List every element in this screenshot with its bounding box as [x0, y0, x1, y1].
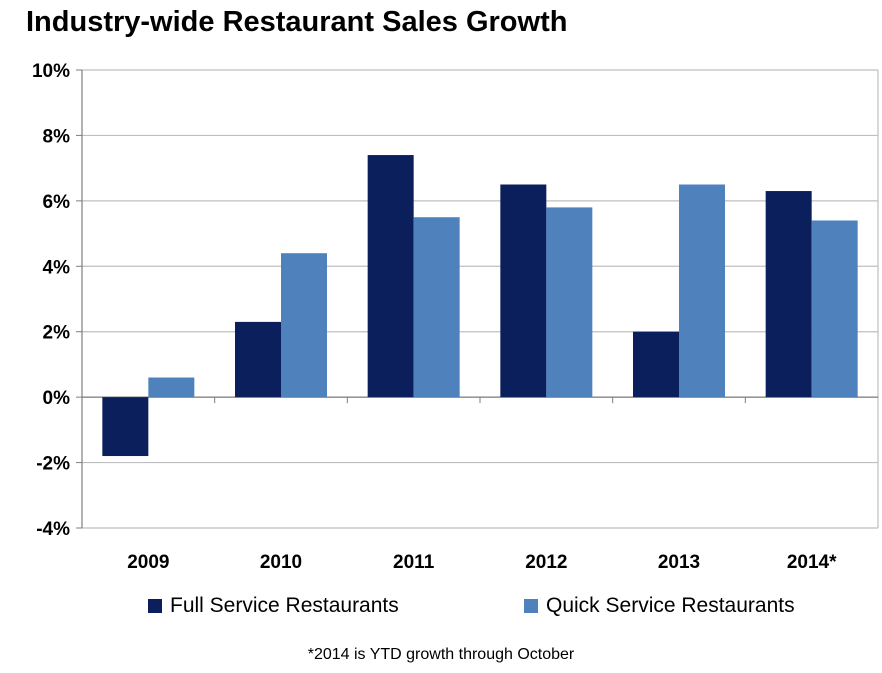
y-tick-label: 10% — [32, 61, 70, 82]
y-tick-label: -4% — [36, 519, 70, 540]
bar-full-service-2010 — [235, 321, 281, 398]
chart-title: Industry-wide Restaurant Sales Growth — [26, 6, 568, 38]
y-axis-ticks: 10% 8% 6% 4% 2% 0% -2% -4% — [32, 61, 82, 540]
bar-quick-service-2012 — [546, 207, 593, 398]
legend-swatch-full-service — [148, 599, 162, 613]
x-tick-label: 2009 — [127, 552, 169, 573]
legend-item-full-service: Full Service Restaurants — [148, 594, 399, 618]
bar-full-service-2011 — [367, 155, 414, 398]
x-tick-label: 2014* — [787, 552, 837, 573]
bar-full-service-2013 — [633, 331, 679, 398]
bar-quick-service-2011 — [413, 217, 460, 398]
bar-quick-service-2014 — [811, 220, 858, 398]
bar-quick-service-2009 — [148, 377, 195, 398]
y-tick-label: 8% — [43, 126, 71, 147]
legend-label-quick-service: Quick Service Restaurants — [546, 594, 795, 617]
legend-item-quick-service: Quick Service Restaurants — [524, 594, 795, 618]
y-tick-label: 0% — [43, 388, 71, 409]
bar-full-service-2009 — [102, 397, 149, 457]
legend-swatch-quick-service — [524, 599, 538, 613]
legend-label-full-service: Full Service Restaurants — [170, 594, 399, 617]
x-tick-label: 2013 — [658, 552, 700, 573]
y-tick-label: 2% — [43, 323, 71, 344]
bar-quick-service-2010 — [281, 253, 327, 398]
bar-chart: 10% 8% 6% 4% 2% 0% -2% -4% 2009 2010 2011 2012 2013… — [32, 61, 879, 573]
footnote: *2014 is YTD growth through October — [307, 646, 575, 663]
x-tick-label: 2010 — [260, 552, 302, 573]
x-tick-label: 2011 — [393, 552, 435, 573]
x-tick-label: 2012 — [525, 552, 567, 573]
bar-full-service-2012 — [500, 184, 547, 398]
x-axis-categories: 2009 2010 2011 2012 2013 2014* — [127, 397, 837, 573]
y-tick-label: 6% — [43, 192, 71, 213]
bar-quick-service-2013 — [679, 184, 725, 398]
y-tick-label: -2% — [36, 454, 70, 475]
y-tick-label: 4% — [43, 257, 71, 278]
bar-full-service-2014 — [765, 191, 812, 398]
gridlines — [81, 69, 879, 529]
bars — [102, 155, 858, 457]
